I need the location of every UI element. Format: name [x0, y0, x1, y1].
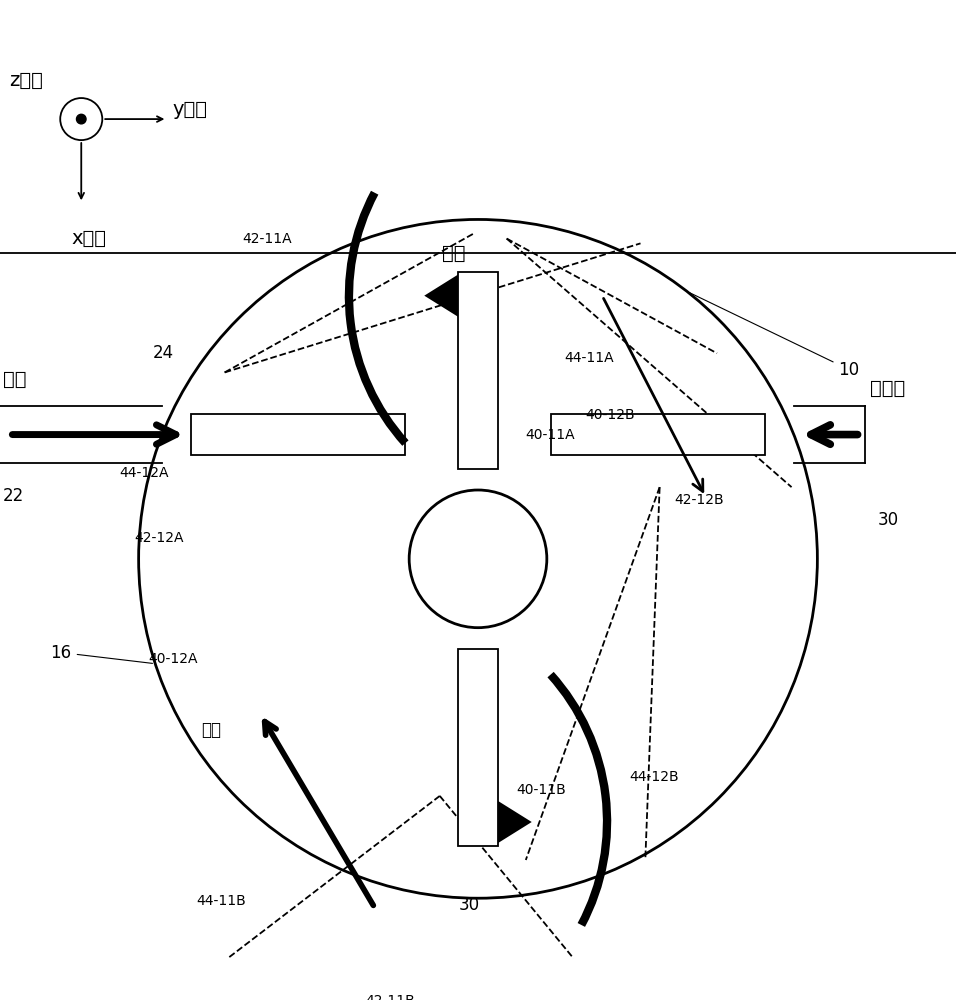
Bar — [191, 414, 405, 455]
Text: 22: 22 — [3, 487, 24, 505]
Text: 16: 16 — [51, 644, 152, 663]
Text: 44-11A: 44-11A — [564, 351, 614, 365]
Polygon shape — [424, 275, 458, 317]
Text: 排気: 排気 — [201, 721, 221, 739]
Bar — [458, 649, 498, 846]
Circle shape — [76, 114, 86, 124]
Text: 清洗水: 清洗水 — [870, 379, 905, 398]
Text: 42-11A: 42-11A — [242, 232, 292, 246]
Text: 24: 24 — [153, 344, 174, 362]
Bar — [458, 272, 498, 469]
Text: 44-12B: 44-12B — [629, 770, 679, 784]
Text: z方向: z方向 — [10, 71, 43, 90]
Text: 40-12A: 40-12A — [148, 652, 198, 666]
Bar — [551, 414, 765, 455]
Text: y方向: y方向 — [172, 100, 207, 119]
Text: 44-11B: 44-11B — [196, 894, 246, 908]
Text: 30: 30 — [878, 511, 899, 529]
Text: 排気: 排気 — [443, 243, 466, 262]
Text: 30: 30 — [459, 896, 480, 914]
Text: 40-11A: 40-11A — [526, 428, 576, 442]
Polygon shape — [498, 801, 532, 843]
Text: 42-12A: 42-12A — [134, 531, 184, 545]
Text: 42-11B: 42-11B — [365, 994, 415, 1000]
Circle shape — [409, 490, 547, 628]
Text: 10: 10 — [689, 293, 859, 379]
Text: 排気: 排気 — [3, 370, 27, 389]
Text: 42-12B: 42-12B — [674, 493, 724, 507]
Text: 44-12A: 44-12A — [120, 466, 169, 480]
Text: x方向: x方向 — [72, 229, 107, 248]
Text: 40-12B: 40-12B — [585, 408, 635, 422]
Text: 40-11B: 40-11B — [516, 783, 566, 797]
